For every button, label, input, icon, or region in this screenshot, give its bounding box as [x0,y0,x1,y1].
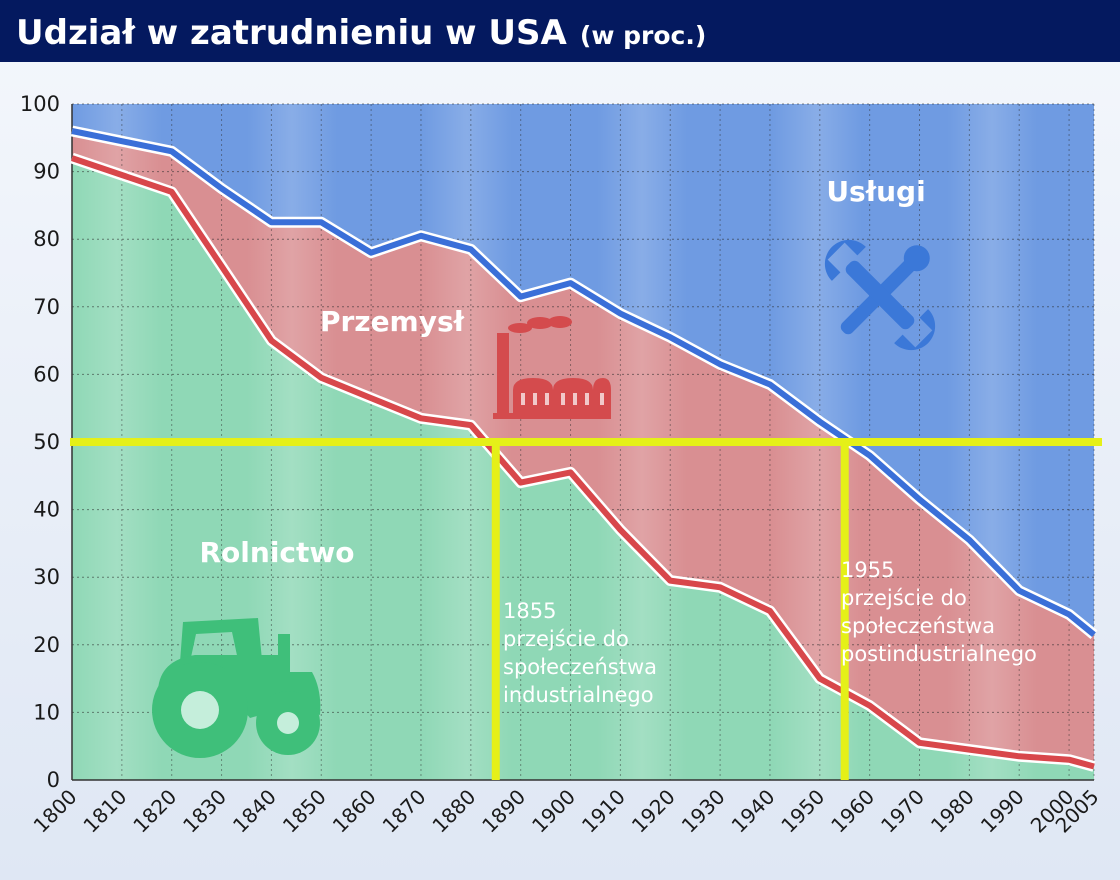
annotation-line: przejście do [841,586,967,610]
wrench-icon [824,239,936,351]
area-label: Rolnictwo [199,536,354,569]
label-layer: Rolnictwo Przemysł Usługi 1855 przejście do s… [199,175,1036,707]
line-layer [70,125,1102,780]
y-tick-label: 10 [33,700,60,724]
annotation-line: 1955 [841,558,894,582]
annotation-line: społeczeństwa [841,614,995,638]
area-label: Usługi [826,175,925,208]
annotation-line: społeczeństwa [503,655,657,679]
annotation-line: industrialnego [503,683,654,707]
y-tick-label: 80 [33,227,60,251]
marker-annotation-2: 1955 przejście do społeczeństwa postindustr… [841,558,1037,666]
area-label: Przemysł [320,305,465,338]
chart-title: Udział w zatrudnieniu w USA (w proc.) [16,13,706,53]
agriculture-line [71,155,1095,770]
header-bar [0,0,1120,62]
y-tick-label: 40 [33,498,60,522]
y-tick-label: 50 [33,430,60,454]
tractor-icon [152,618,321,758]
title-main: Udział w zatrudnieniu w USA [16,13,567,53]
y-tick-label: 60 [33,362,60,386]
annotation-line: przejście do [503,627,629,651]
title-sub: (w proc.) [580,21,706,50]
industry-line [71,128,1096,638]
y-tick-label: 70 [33,295,60,319]
marker-annotation-1: 1855 przejście do społeczeństwa industrialn… [503,599,657,707]
factory-icon [493,316,611,419]
y-tick-label: 0 [47,768,60,792]
annotation-line: 1855 [503,599,556,623]
annotation-line: postindustrialnego [841,642,1037,666]
y-tick-label: 90 [33,160,60,184]
y-tick-label: 30 [33,565,60,589]
y-tick-label: 100 [20,92,60,116]
y-tick-label: 20 [33,633,60,657]
